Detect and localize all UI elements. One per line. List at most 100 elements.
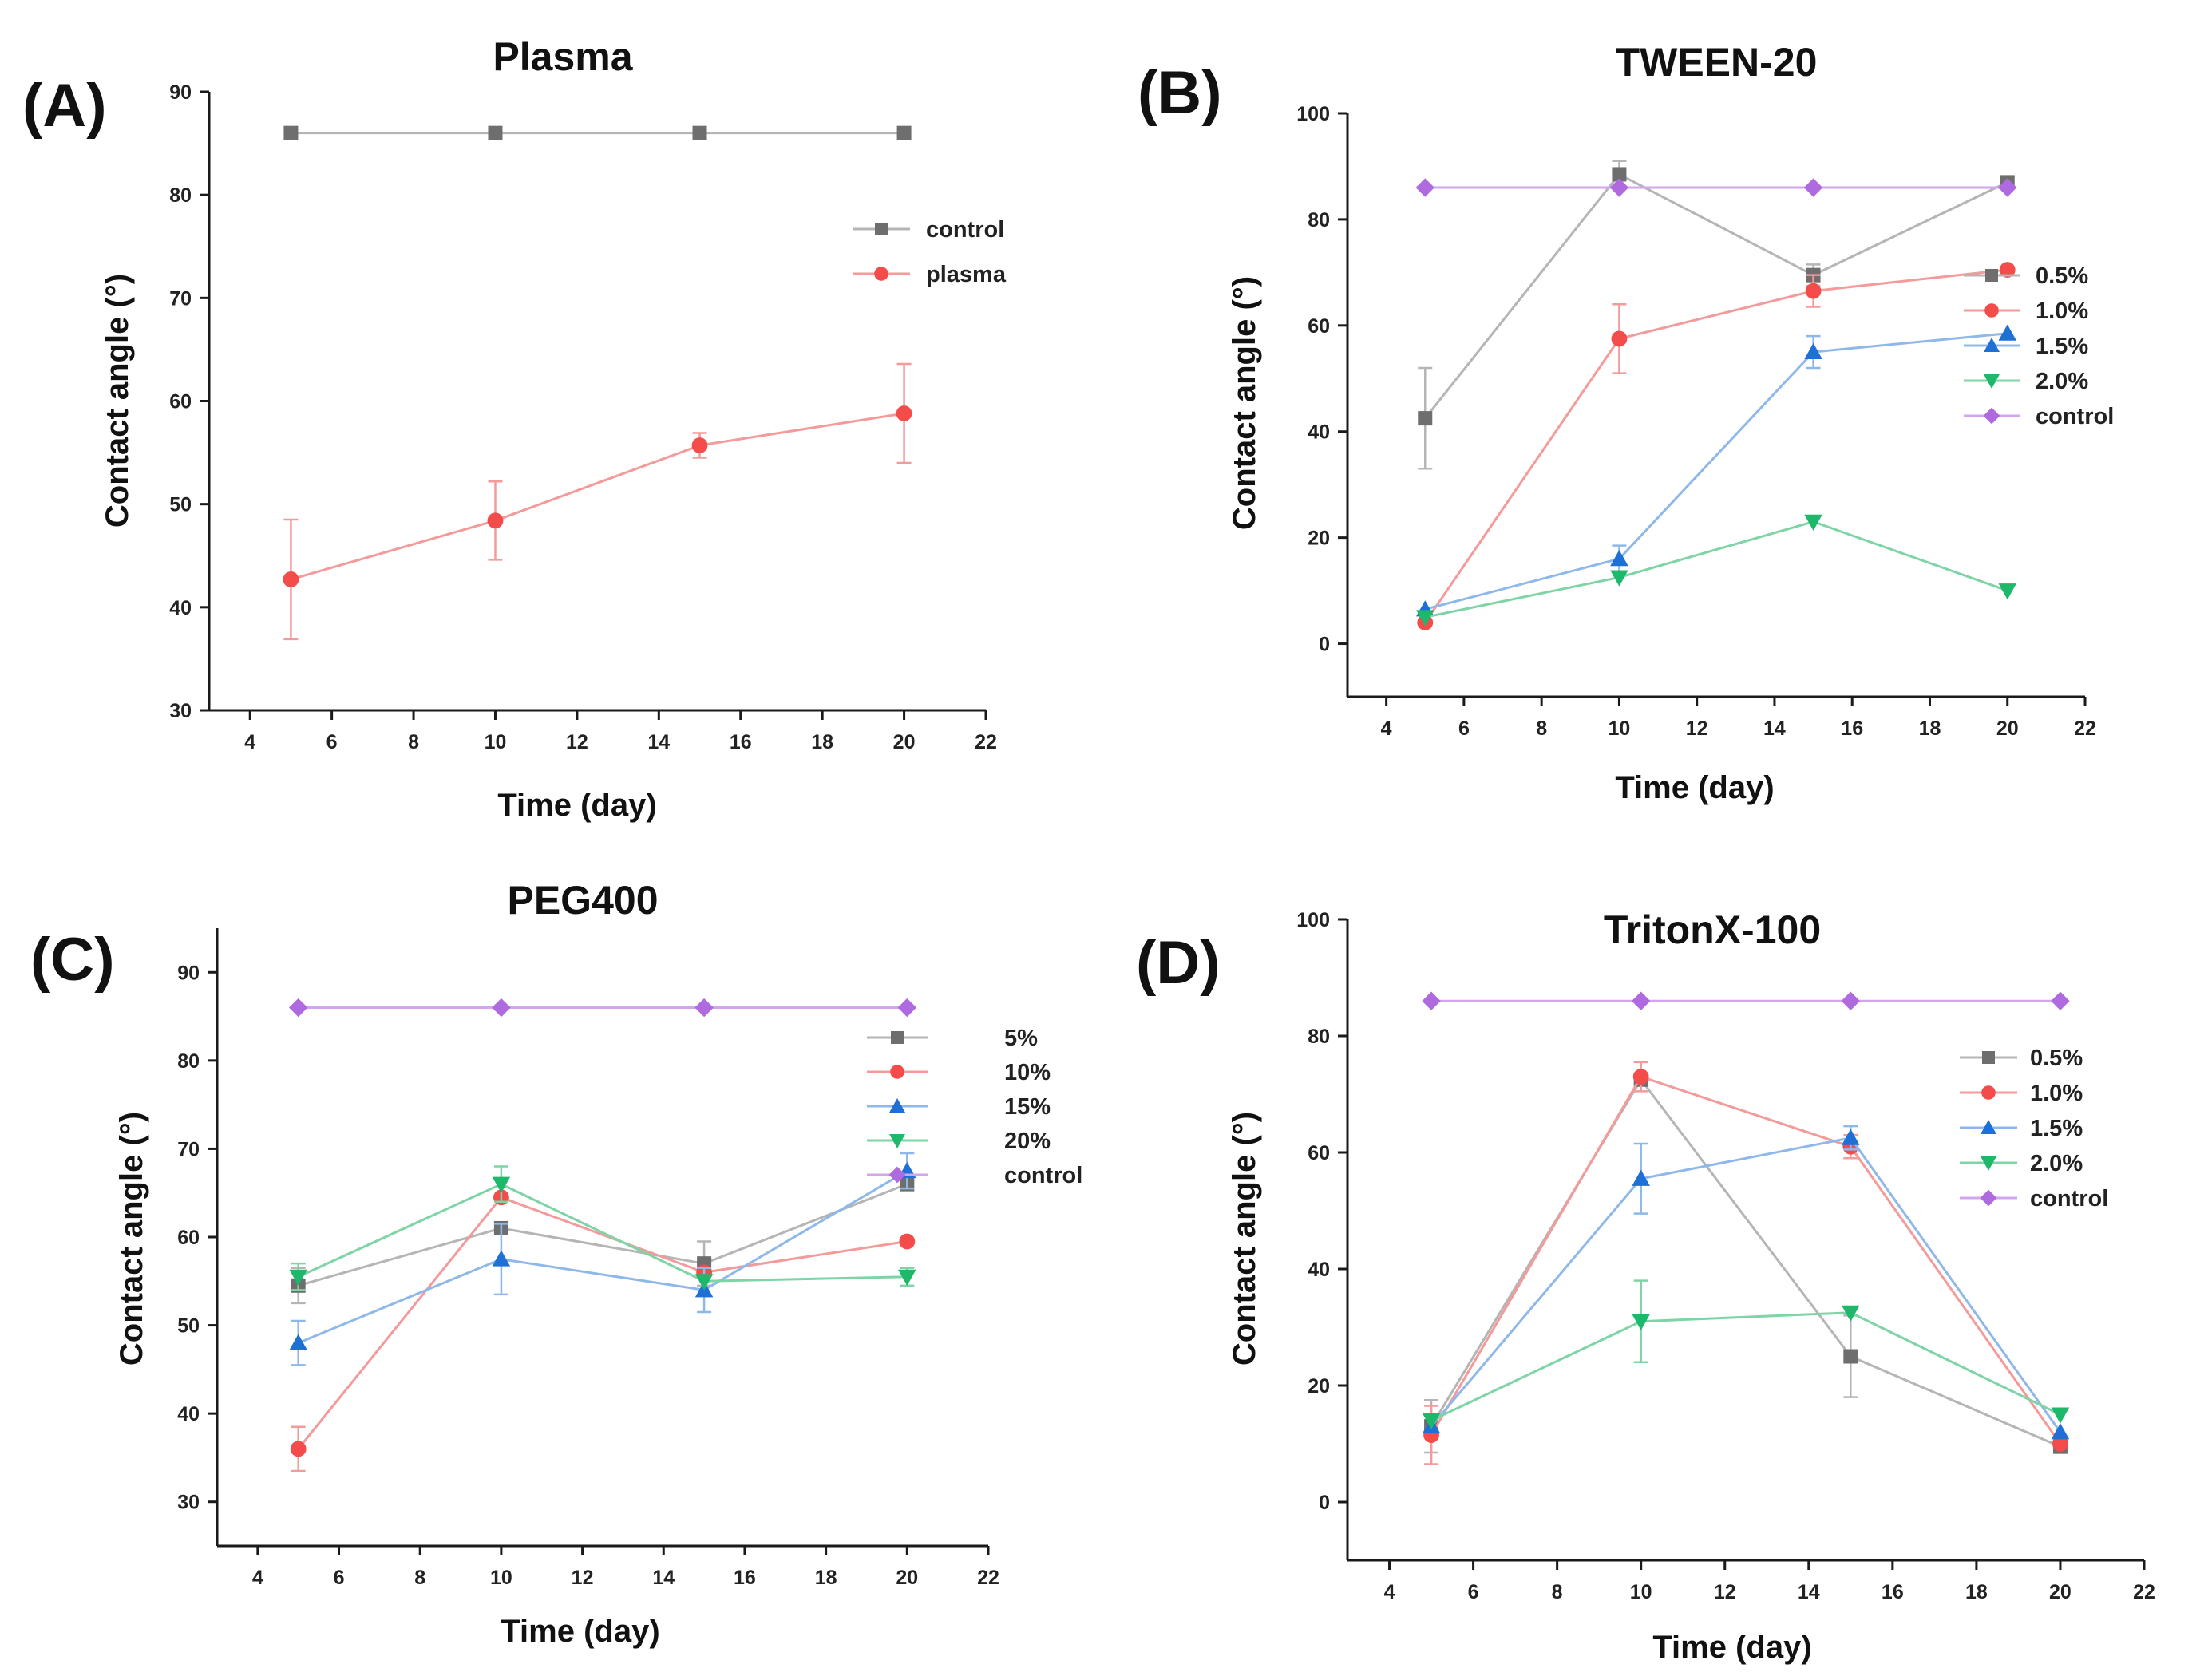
data-point <box>290 1441 307 1457</box>
data-point <box>1612 167 1627 182</box>
data-point <box>898 1269 916 1287</box>
series-2-0- <box>1422 1279 2070 1430</box>
series-line <box>298 1183 908 1283</box>
data-point <box>488 125 503 140</box>
legend-label: control <box>2030 1186 2108 1212</box>
y-axis-label: Contact angle (°) <box>1227 276 1262 530</box>
data-point <box>691 437 708 453</box>
y-axis-label: Contact angle (°) <box>100 274 135 528</box>
data-point <box>694 1274 714 1291</box>
series-line <box>1424 268 2008 623</box>
legend: 0.5% 1.0% 1.5% 2.0% control <box>1960 1046 2108 1212</box>
series-line <box>298 1183 908 1287</box>
data-point <box>1415 178 1434 197</box>
legend-marker <box>1985 269 1998 282</box>
data-point <box>2051 991 2070 1010</box>
y-tick-label: 40 <box>177 1403 200 1425</box>
series-control <box>288 998 917 1018</box>
x-tick-label: 6 <box>1458 717 1470 740</box>
y-tick-label: 60 <box>177 1227 200 1249</box>
data-point <box>1609 178 1629 197</box>
data-point <box>2052 1436 2068 1452</box>
y-axis-label: Contact angle (°) <box>1227 1112 1262 1366</box>
data-point <box>2051 1423 2070 1440</box>
chart-title: TWEEN-20 <box>1616 40 1818 85</box>
legend-label: 1.0% <box>2030 1081 2083 1106</box>
panel-letter: (D) <box>1136 929 1221 997</box>
chart-panel-c: (C) PEG400 30 40 50 60 70 80 90 4 6 8 10 12 14 16 18 20 22… <box>30 878 1082 1649</box>
series-plasma <box>283 362 912 641</box>
data-point <box>1842 1129 1860 1145</box>
data-point <box>897 998 917 1018</box>
x-tick-label: 8 <box>1536 717 1547 740</box>
x-tick-label: 16 <box>734 1567 756 1589</box>
y-tick-label: 60 <box>1308 315 1330 338</box>
series-line <box>1430 1136 2062 1433</box>
data-point <box>1611 330 1628 347</box>
x-tick-label: 22 <box>2074 717 2096 740</box>
legend-label: 20% <box>1004 1129 1051 1154</box>
legend-label: control <box>1004 1163 1082 1188</box>
x-tick-label: 10 <box>1609 717 1631 740</box>
x-axis-label: Time (day) <box>1615 770 1774 805</box>
x-tick-label: 14 <box>1763 717 1786 740</box>
data-point <box>1842 1305 1860 1322</box>
y-tick-label: 0 <box>1319 1492 1330 1514</box>
data-point <box>1632 1069 1649 1085</box>
data-point <box>1422 1413 1441 1430</box>
legend-marker <box>888 1166 906 1184</box>
legend-marker <box>1984 303 1999 318</box>
data-point <box>1610 570 1628 587</box>
y-tick-label: 30 <box>169 700 192 722</box>
y-tick-label: 20 <box>1308 1375 1330 1397</box>
y-tick-label: 100 <box>1296 909 1330 931</box>
y-tick-label: 80 <box>1308 1026 1330 1048</box>
x-tick-label: 14 <box>652 1567 675 1589</box>
x-tick-label: 12 <box>1686 717 1708 740</box>
series-line <box>298 1169 908 1345</box>
legend-marker <box>1983 407 2000 425</box>
data-point <box>283 125 299 140</box>
data-point <box>1999 262 2016 278</box>
series-2-0- <box>1416 514 2016 627</box>
x-tick-label: 6 <box>1468 1581 1479 1603</box>
data-point <box>896 125 912 140</box>
x-tick-label: 14 <box>647 731 670 753</box>
series-line <box>1430 1075 2062 1445</box>
data-point <box>694 998 714 1018</box>
data-point <box>487 512 504 529</box>
data-point <box>1804 514 1822 531</box>
x-tick-label: 18 <box>1965 1581 1988 1603</box>
x-tick-label: 12 <box>566 731 588 753</box>
y-tick-label: 60 <box>1308 1142 1330 1164</box>
x-tick-label: 20 <box>893 731 916 753</box>
x-tick-label: 18 <box>815 1567 837 1589</box>
x-tick-label: 22 <box>975 731 997 753</box>
y-tick-label: 20 <box>1308 528 1330 550</box>
data-point <box>492 1176 511 1193</box>
data-point <box>1610 549 1628 567</box>
legend-label: 0.5% <box>2030 1046 2083 1071</box>
data-point <box>899 1233 916 1250</box>
x-tick-label: 12 <box>572 1567 594 1589</box>
legend: 5% 10% 15% 20% control <box>867 1026 1082 1188</box>
legend: control plasma <box>853 217 1007 287</box>
y-tick-label: 40 <box>169 597 192 619</box>
x-axis-label: Time (day) <box>497 788 656 823</box>
chart-title: PEG400 <box>507 878 658 923</box>
legend-label: 2.0% <box>2036 369 2088 394</box>
panel-letter: (C) <box>30 926 115 994</box>
x-tick-label: 20 <box>896 1567 918 1589</box>
x-tick-label: 16 <box>730 731 752 753</box>
y-tick-label: 80 <box>1308 209 1330 231</box>
x-tick-label: 16 <box>1841 717 1863 740</box>
legend-label: 1.5% <box>2030 1116 2083 1141</box>
data-point <box>1803 178 1823 197</box>
series-control <box>283 125 912 140</box>
x-axis-label: Time (day) <box>501 1614 659 1649</box>
series-15- <box>289 1152 916 1366</box>
legend-marker <box>891 1031 904 1044</box>
series-5- <box>291 1176 915 1305</box>
y-tick-label: 100 <box>1296 103 1330 125</box>
